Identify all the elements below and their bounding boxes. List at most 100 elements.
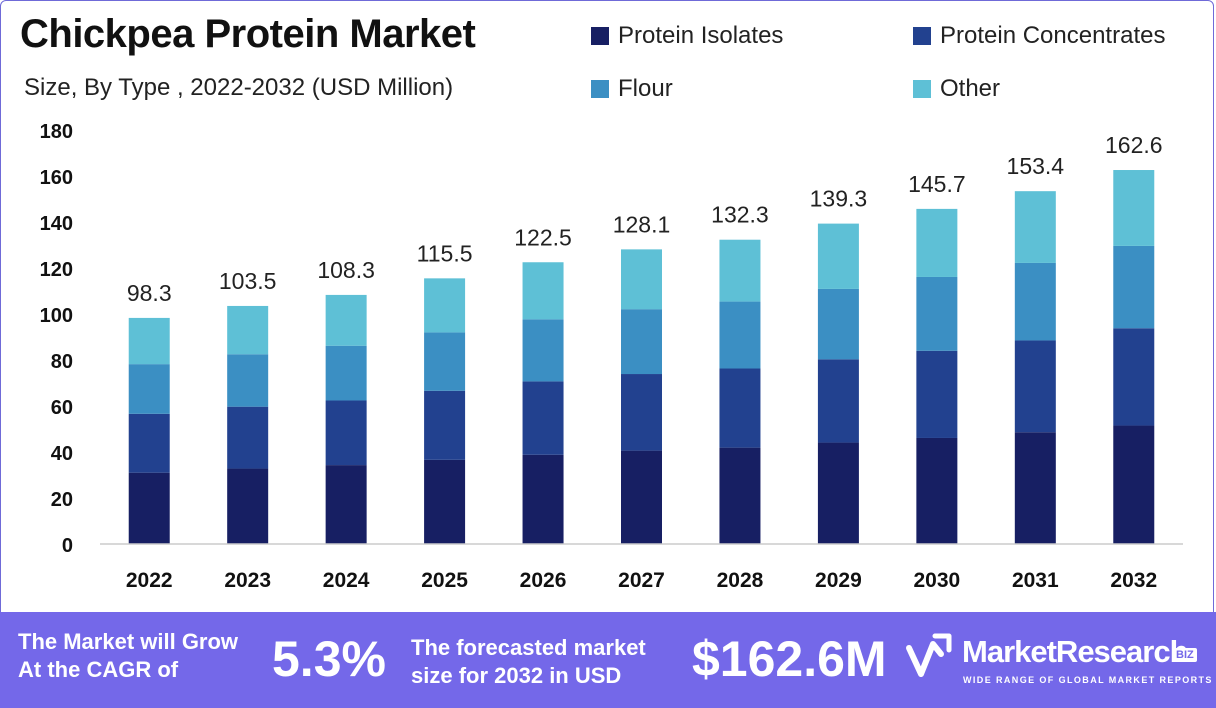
bar-segment [1113, 245, 1155, 329]
bar-segment [128, 364, 170, 414]
y-tick-label: 160 [40, 167, 73, 189]
bar-segment [1014, 191, 1056, 263]
bar-segment [1014, 262, 1056, 341]
bar-segment [227, 354, 269, 407]
bar-segment [424, 278, 466, 333]
bar-total-label: 98.3 [127, 280, 172, 306]
legend-swatch [591, 80, 609, 98]
bar-segment [719, 239, 761, 302]
bar-segment [424, 332, 466, 391]
bar-segment [817, 442, 859, 544]
bar-segment [325, 400, 367, 466]
forecast-value: $162.6M [692, 631, 887, 687]
stacked-bar-chart: 0 20 40 60 80 100 120 140 160 180 98.3 2022 103.5 202… [40, 121, 1183, 592]
x-tick-label: 2029 [815, 569, 862, 592]
bar-segment [128, 317, 170, 365]
bar-segment [424, 390, 466, 460]
bar-total-label: 115.5 [417, 240, 473, 266]
legend-label: Protein Isolates [618, 22, 784, 49]
bar-segment [916, 350, 958, 438]
y-tick-label: 0 [62, 535, 73, 557]
bar-segment [1014, 432, 1056, 544]
brand-suffix: BIZ [1173, 648, 1197, 662]
bar-segment [817, 223, 859, 289]
x-tick-label: 2030 [914, 569, 961, 592]
legend-label: Protein Concentrates [940, 22, 1166, 49]
bar-segment [522, 381, 564, 455]
bar-segment [916, 276, 958, 351]
brand-name: MarketResearch [962, 634, 1189, 669]
summary-banner: The Market will Grow At the CAGR of 5.3%… [0, 612, 1216, 708]
x-tick-label: 2025 [421, 569, 468, 592]
x-tick-label: 2024 [323, 569, 370, 592]
y-tick-label: 80 [51, 351, 73, 373]
y-tick-label: 140 [40, 213, 73, 235]
bar-segment [522, 319, 564, 382]
x-tick-label: 2028 [717, 569, 764, 592]
bar-total-label: 108.3 [317, 257, 375, 283]
brand-logo-icon [906, 633, 952, 677]
bar-total-label: 103.5 [219, 268, 277, 294]
bar-segment [719, 368, 761, 448]
bar-total-label: 128.1 [613, 211, 671, 237]
bar-segment [621, 309, 662, 375]
forecast-text-line2: size for 2032 in USD [411, 663, 622, 688]
bar-segment [621, 374, 662, 451]
bar-segment [522, 262, 564, 320]
bar-total-label: 122.5 [514, 224, 572, 250]
cagr-text-line2: At the CAGR of [18, 657, 179, 682]
legend-item-protein-isolates: Protein Isolates [591, 21, 783, 51]
legend-label: Other [940, 75, 1001, 102]
bar-segment [817, 288, 859, 360]
chart-subtitle: Size, By Type , 2022-2032 (USD Million) [24, 74, 454, 101]
cagr-text-line1: The Market will Grow [18, 629, 239, 654]
legend-swatch [913, 80, 931, 98]
y-tick-label: 180 [40, 121, 73, 143]
y-tick-label: 40 [51, 443, 73, 465]
y-tick-label: 100 [40, 305, 73, 327]
x-tick-label: 2022 [126, 569, 173, 592]
forecast-text-line1: The forecasted market [411, 635, 646, 660]
bar-segment [719, 301, 761, 369]
bar-segment [916, 437, 958, 544]
bar-segment [1113, 328, 1155, 426]
legend-label: Flour [618, 75, 673, 102]
y-tick-label: 120 [40, 259, 73, 281]
bar-segment [227, 468, 269, 544]
x-tick-label: 2027 [618, 569, 665, 592]
bar-segment [621, 450, 662, 544]
chart-title: Chickpea Protein Market [20, 12, 476, 56]
x-tick-label: 2026 [520, 569, 567, 592]
legend-item-flour: Flour [591, 74, 673, 104]
bar-segment [227, 406, 269, 469]
bar-segment [424, 459, 466, 544]
bar-segment [325, 345, 367, 401]
cagr-value: 5.3% [272, 631, 386, 687]
x-tick-label: 2023 [224, 569, 271, 592]
bar-total-label: 162.6 [1105, 132, 1163, 158]
bar-segment [227, 305, 269, 355]
legend-item-protein-concentrates: Protein Concentrates [913, 21, 1165, 51]
bar-total-label: 153.4 [1007, 153, 1065, 179]
bar-segment [621, 249, 662, 310]
bar-segment [522, 454, 564, 544]
bar-segment [817, 359, 859, 443]
bar-segment [1014, 340, 1056, 433]
bar-total-label: 139.3 [810, 186, 868, 212]
y-tick-label: 20 [51, 489, 73, 511]
bar-segment [916, 208, 958, 277]
bar-segment [325, 465, 367, 544]
bar-total-label: 145.7 [908, 171, 966, 197]
x-tick-label: 2032 [1110, 569, 1157, 592]
legend-swatch [913, 27, 931, 45]
bar-segment [1113, 170, 1155, 246]
x-tick-label: 2031 [1012, 569, 1059, 592]
y-tick-label: 60 [51, 397, 73, 419]
brand-tagline: WIDE RANGE OF GLOBAL MARKET REPORTS [963, 675, 1213, 685]
bar-segment [128, 413, 170, 473]
bar-segment [128, 472, 170, 544]
bar-segment [1113, 425, 1155, 544]
bar-segment [719, 447, 761, 544]
legend-swatch [591, 27, 609, 45]
legend-item-other: Other [913, 74, 1000, 104]
